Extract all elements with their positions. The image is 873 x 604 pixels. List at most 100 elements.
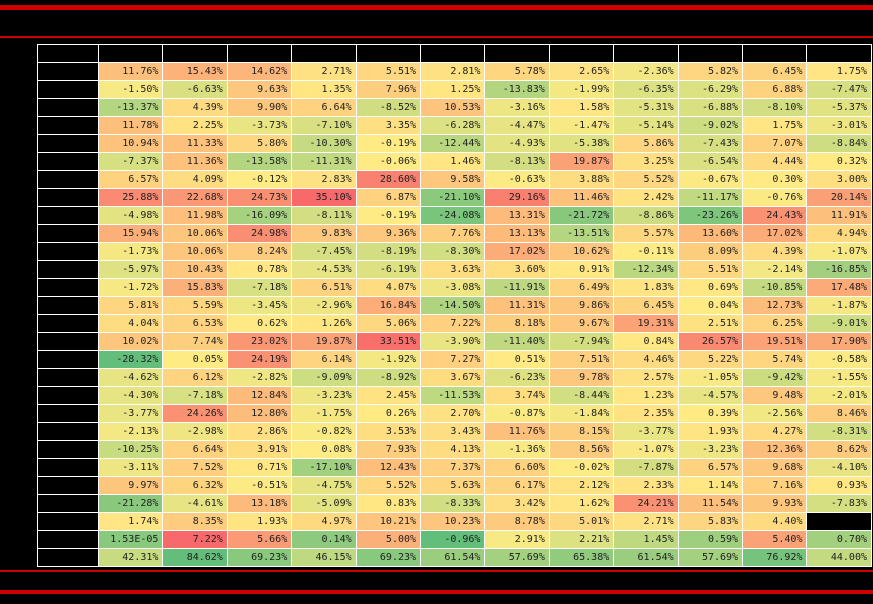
value-cell: 0.04% (677, 296, 744, 315)
value-cell: 11.46% (548, 188, 615, 207)
top-divider-thick (0, 5, 873, 10)
row-label-cell-redacted (37, 116, 99, 135)
value-cell: 6.32% (162, 476, 228, 495)
data-row: -10.25% 6.64% 3.91% 0.08% 7.93% 4.13% -1.36% 8.… (37, 440, 872, 459)
value-cell: 6.17% (484, 476, 550, 495)
value-cell: 61.54% (420, 548, 486, 567)
value-cell: 5.57% (613, 224, 679, 243)
column-header-cell-redacted (420, 44, 486, 63)
value-cell: 1.58% (548, 98, 615, 117)
value-cell: 24.73% (226, 188, 293, 207)
value-cell: -13.58% (226, 152, 293, 171)
value-cell: 1.25% (420, 80, 486, 99)
value-cell: -3.73% (226, 116, 293, 135)
value-cell: 7.51% (548, 350, 615, 369)
value-cell: 69.23% (355, 548, 422, 567)
value-cell: 0.83% (355, 494, 422, 513)
value-cell: -6.63% (162, 80, 228, 99)
row-label-cell-redacted (37, 494, 99, 513)
value-cell: -6.23% (484, 368, 550, 387)
column-header-cell-redacted (162, 44, 228, 63)
value-cell: 0.26% (355, 404, 422, 423)
value-cell: 0.14% (291, 530, 357, 549)
value-cell: -4.53% (291, 260, 357, 279)
value-cell: -9.01% (806, 314, 872, 333)
value-cell: -7.18% (162, 386, 228, 405)
value-cell: 24.21% (613, 494, 679, 513)
value-cell: 7.16% (742, 476, 808, 495)
value-cell: 19.87% (291, 332, 357, 351)
row-label-cell-redacted (37, 548, 99, 567)
column-header-cell-redacted (548, 44, 615, 63)
value-cell: -1.55% (806, 368, 872, 387)
value-cell: 7.93% (355, 440, 422, 459)
value-cell: 4.09% (162, 170, 228, 189)
row-label-cell-redacted (37, 476, 99, 495)
value-cell: -3.23% (291, 386, 357, 405)
value-cell: 5.52% (355, 476, 422, 495)
value-cell: -6.29% (677, 80, 744, 99)
value-cell: -1.73% (97, 242, 164, 261)
row-label-cell-redacted (37, 80, 99, 99)
average-row: 1.53E-05 7.22% 5.66% 0.14% 5.00% -0.96% 2.91% 2… (37, 530, 872, 549)
data-row: -1.72% 15.83% -7.18% 6.51% 4.07% -3.08% -11.91… (37, 278, 872, 297)
column-header-cell-redacted (97, 44, 164, 63)
value-cell: 0.32% (806, 152, 872, 171)
top-divider-thin (0, 36, 873, 38)
value-cell: 19.51% (742, 332, 808, 351)
value-cell: 5.63% (420, 476, 486, 495)
value-cell: -0.67% (677, 170, 744, 189)
value-cell: -0.87% (484, 404, 550, 423)
data-row: -13.37% 4.39% 9.90% 6.64% -8.52% 10.53% -3.16%… (37, 98, 872, 117)
value-cell: 0.05% (162, 350, 228, 369)
row-label-cell-redacted (37, 440, 99, 459)
value-cell: 9.93% (742, 494, 808, 513)
value-cell: 10.21% (355, 512, 422, 531)
value-cell: 3.74% (484, 386, 550, 405)
value-cell: 4.39% (742, 242, 808, 261)
value-cell: 6.57% (97, 170, 164, 189)
value-cell: -13.37% (97, 98, 164, 117)
value-cell: -8.86% (613, 206, 679, 225)
value-cell: -7.87% (613, 458, 679, 477)
value-cell: -1.87% (806, 296, 872, 315)
value-cell: -9.09% (291, 368, 357, 387)
value-cell: 6.88% (742, 80, 808, 99)
value-cell: 0.78% (226, 260, 293, 279)
value-cell: -7.45% (291, 242, 357, 261)
value-cell: 5.59% (162, 296, 228, 315)
value-cell: -4.75% (291, 476, 357, 495)
value-cell: 4.04% (97, 314, 164, 333)
header-row (37, 44, 872, 63)
value-cell: -23.26% (677, 206, 744, 225)
value-cell: -2.56% (742, 404, 808, 423)
value-cell: 5.51% (355, 62, 422, 81)
value-cell: 15.94% (97, 224, 164, 243)
value-cell: -11.40% (484, 332, 550, 351)
value-cell: -4.30% (97, 386, 164, 405)
value-cell: 7.22% (420, 314, 486, 333)
row-label-cell-redacted (37, 422, 99, 441)
value-cell: -5.97% (97, 260, 164, 279)
value-cell: -2.14% (742, 260, 808, 279)
value-cell: 1.93% (677, 422, 744, 441)
value-cell: 2.45% (355, 386, 422, 405)
value-cell: 1.26% (291, 314, 357, 333)
value-cell: 0.51% (484, 350, 550, 369)
value-cell: 9.90% (226, 98, 293, 117)
data-row: -3.77% 24.26% 12.80% -1.75% 0.26% 2.70% -0.87%… (37, 404, 872, 423)
value-cell: 29.16% (484, 188, 550, 207)
value-cell: 46.15% (291, 548, 357, 567)
value-cell: -3.90% (420, 332, 486, 351)
column-header-cell-redacted (226, 44, 293, 63)
value-cell: -12.34% (613, 260, 679, 279)
value-cell: -8.30% (420, 242, 486, 261)
row-label-cell-redacted (37, 512, 99, 531)
value-cell: -4.62% (97, 368, 164, 387)
value-cell: 7.52% (162, 458, 228, 477)
value-cell: 3.88% (548, 170, 615, 189)
value-cell: 2.21% (548, 530, 615, 549)
value-cell: 1.75% (742, 116, 808, 135)
value-cell: 8.35% (162, 512, 228, 531)
value-cell: -16.85% (806, 260, 872, 279)
